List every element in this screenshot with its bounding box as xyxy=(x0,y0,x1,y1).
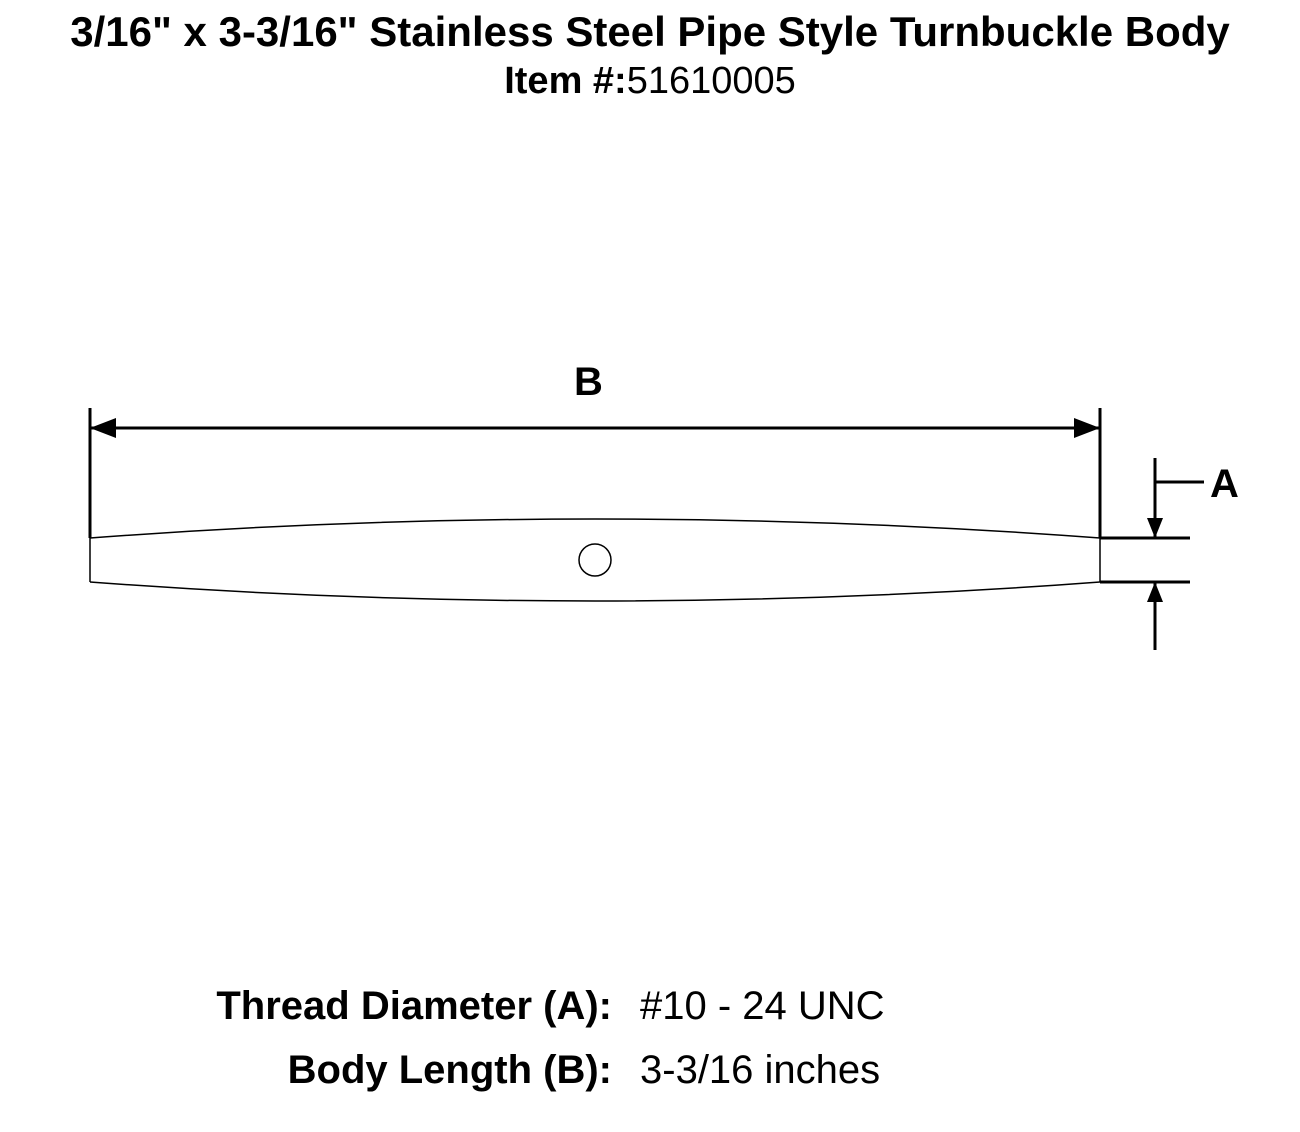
item-label: Item #: xyxy=(504,60,626,102)
specs-block: Thread Diameter (A): #10 - 24 UNC Body L… xyxy=(0,974,1300,1102)
dimension-label-a: A xyxy=(1210,462,1239,507)
spec-row-body-length: Body Length (B): 3-3/16 inches xyxy=(0,1038,1300,1102)
spec-value: 3-3/16 inches xyxy=(640,1038,880,1102)
dimension-label-b: B xyxy=(574,360,603,405)
title-block: 3/16" x 3-3/16" Stainless Steel Pipe Sty… xyxy=(0,0,1300,103)
spec-label: Thread Diameter (A): xyxy=(0,974,640,1038)
spec-row-thread-diameter: Thread Diameter (A): #10 - 24 UNC xyxy=(0,974,1300,1038)
diagram-svg xyxy=(0,350,1300,730)
spec-value: #10 - 24 UNC xyxy=(640,974,885,1038)
spec-label: Body Length (B): xyxy=(0,1038,640,1102)
diagram: B A xyxy=(0,350,1300,730)
page-title: 3/16" x 3-3/16" Stainless Steel Pipe Sty… xyxy=(0,8,1300,56)
item-number: 51610005 xyxy=(627,60,796,102)
item-line: Item #:51610005 xyxy=(0,60,1300,103)
